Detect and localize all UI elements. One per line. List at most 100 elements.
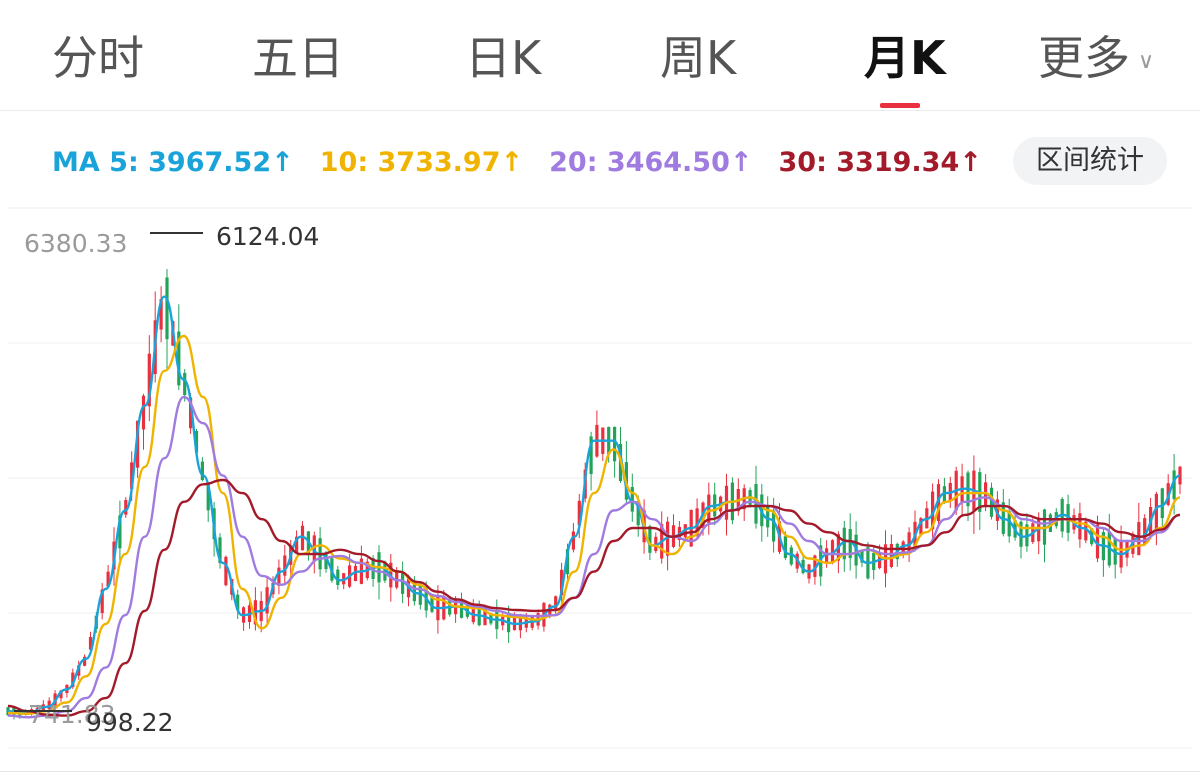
candle-down [206,484,210,511]
candle-up [919,518,923,535]
candle-down [412,580,416,602]
candle-down [860,550,864,563]
candle-down [1007,511,1011,537]
ma10-value: 10: 3733.97↑ [319,147,524,178]
candle-up [295,536,299,553]
candle-up [554,596,558,612]
candle-up [825,548,829,564]
ma-line-30 [7,478,1181,717]
candle-down [336,569,340,585]
candle-down [324,554,328,570]
candle-up [159,299,163,330]
candle-up [695,508,699,536]
candle-up [71,672,75,687]
candle-down [589,436,593,474]
candle-down [183,372,187,396]
ma5-value: MA 5: 3967.52↑ [52,147,294,178]
candle-up [83,656,87,666]
candle-down [565,549,570,575]
low-annotation-right: 998.22 [86,708,173,737]
candle-up [571,531,575,550]
bottom-divider [0,771,1200,772]
chart-grid [8,207,1192,749]
candle-down [165,277,169,340]
ma-line-10 [7,334,1181,716]
ma-line-20 [7,395,1181,719]
candle-down [1019,521,1023,547]
tab-intraday[interactable]: 分时 [52,31,144,85]
ma-legend: MA 5: 3967.52↑ 10: 3733.97↑ 20: 3464.50↑ 30… [52,143,1008,183]
candle-up [907,532,911,552]
tab-more-label: 更多 [1038,31,1130,85]
candle-down [772,510,776,542]
candle-up [1095,524,1100,559]
candle-up [106,571,110,587]
candle-down [218,537,222,564]
candle-down [766,506,770,528]
candle-down [989,487,994,517]
y-max-label: 6380.33 [24,229,127,258]
candle-down [1172,470,1176,500]
candle-down [118,515,122,549]
candle-up [283,555,287,576]
candle-up [88,637,93,650]
candle-down [842,527,846,560]
low-annotation-left: 741.83 [28,700,115,729]
candle-up [59,690,63,699]
tab-weekly-k[interactable]: 周K [660,31,737,85]
candle-up [813,555,817,577]
candle-up [141,395,146,430]
candle-up [224,556,228,586]
candle-up [707,494,711,523]
candle-down [1160,488,1164,519]
active-tab-indicator [880,103,920,108]
candle-up [265,587,269,614]
tab-daily-k[interactable]: 日K [465,31,542,85]
candle-up [830,540,835,563]
candle-up [136,420,140,468]
candle-down [754,484,758,524]
candle-up [1143,518,1147,544]
candle-down [942,486,946,504]
candle-down [194,431,199,453]
candle-up [560,569,564,596]
candle-down [630,487,634,512]
candle-up [130,462,134,490]
candle-up [1154,493,1158,532]
tab-five-day[interactable]: 五日 [252,31,344,85]
tab-monthly-k[interactable]: 月K [864,31,946,85]
chart-annotations: 6380.33 6124.04 741.83 998.22 [14,222,319,737]
candle-up [889,544,893,567]
tab-more[interactable]: 更多 ∨ [1038,28,1154,88]
candle-up [577,500,581,526]
candle-up [1137,522,1141,556]
ma20-value: 20: 3464.50↑ [549,147,753,178]
high-annotation: 6124.04 [216,222,319,251]
candle-down [383,561,387,581]
candle-up [47,700,51,710]
candle-down [401,572,405,594]
candle-down [783,536,787,558]
candle-down [789,547,793,565]
candle-up [1084,521,1088,541]
candle-down [848,529,852,559]
ma30-value: 30: 3319.34↑ [778,147,982,178]
ma-line-ma5 [7,295,1181,715]
range-stats-button[interactable]: 区间统计 [1013,137,1167,185]
candle-down [236,594,240,611]
candle-down [636,501,640,526]
candle-up [100,589,104,614]
candle-up [277,567,281,586]
candle-down [801,559,805,574]
candle-up [189,397,193,429]
candle-up [147,353,151,407]
candle-up [124,500,128,515]
candle-down [200,461,204,480]
moving-average-lines [7,295,1181,719]
candle-down [613,426,617,462]
chevron-down-icon: ∨ [1138,48,1155,74]
candle-down [177,331,181,386]
monthly-k-chart[interactable]: 6380.33 6124.04 741.83 998.22 [0,205,1200,770]
candle-up [995,499,999,521]
candle-down [430,596,434,612]
